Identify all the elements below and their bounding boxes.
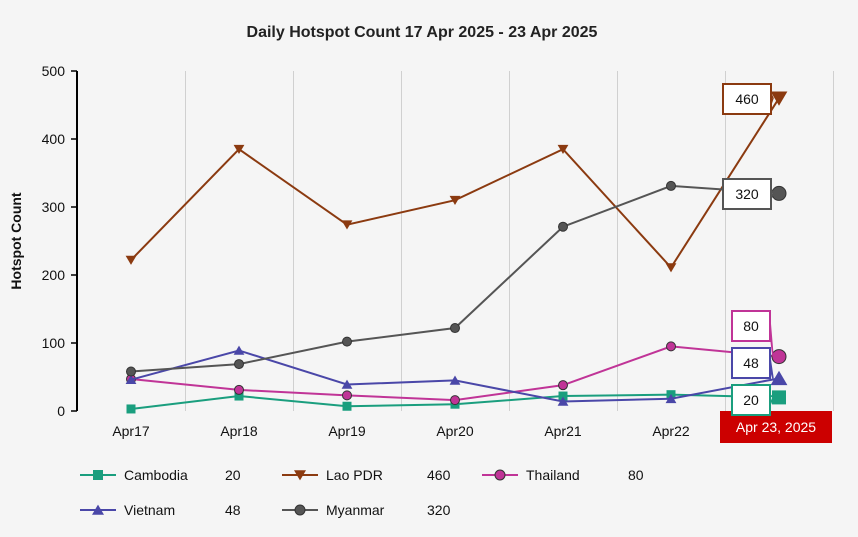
callout-box-thailand xyxy=(731,310,771,342)
data-label-myanmar: 320 xyxy=(735,186,759,202)
legend-item-myanmar[interactable]: Myanmar 320 xyxy=(282,502,451,518)
legend-item-cambodia[interactable]: Cambodia 20 xyxy=(80,467,241,483)
data-point-cambodia xyxy=(234,391,244,401)
y-tick-label: 0 xyxy=(57,403,65,419)
x-tick-label: Apr 23, 2025 xyxy=(736,419,816,435)
data-point-myanmar xyxy=(450,323,460,334)
legend-value: 80 xyxy=(628,467,644,483)
data-point-myanmar xyxy=(771,185,787,201)
data-point-thailand xyxy=(234,384,244,395)
x-tick-label: Apr19 xyxy=(328,423,366,439)
callout-box-lao-pdr xyxy=(722,83,772,115)
value-callouts: 20 460 80 48 320 xyxy=(722,83,774,416)
callout-box-myanmar xyxy=(722,178,772,210)
axes: 0 100 200 300 400 500 Apr17 Apr18 Apr19 Apr20 Apr2… xyxy=(42,63,832,443)
series-line-thailand xyxy=(130,345,780,402)
data-label-lao-pdr: 460 xyxy=(735,91,759,107)
data-point-vietnam xyxy=(341,379,353,389)
legend-value: 48 xyxy=(225,502,241,518)
legend-item-lao-pdr[interactable]: Lao PDR 460 xyxy=(282,467,451,483)
y-axis-label: Hotspot Count xyxy=(8,192,24,290)
legend-item-vietnam[interactable]: Vietnam 48 xyxy=(80,502,241,518)
legend-item-thailand[interactable]: Thailand 80 xyxy=(482,467,644,483)
data-point-vietnam xyxy=(665,393,677,404)
legend-value: 320 xyxy=(427,502,451,518)
data-point-lao-pdr xyxy=(665,263,677,273)
data-point-thailand xyxy=(666,341,676,352)
series-line-lao-pdr xyxy=(130,97,780,270)
legend-value: 20 xyxy=(225,467,241,483)
data-point-vietnam xyxy=(233,345,245,355)
data-point-vietnam xyxy=(770,370,788,386)
data-point-thailand xyxy=(342,390,352,401)
y-tick-label: 300 xyxy=(42,199,66,215)
legend-label: Thailand xyxy=(526,467,580,483)
x-tick-label: Apr17 xyxy=(112,423,150,439)
data-label-vietnam: 48 xyxy=(743,355,759,371)
data-point-cambodia xyxy=(558,391,568,401)
x-tick-label: Apr22 xyxy=(652,423,690,439)
data-point-lao-pdr xyxy=(233,144,245,155)
legend-label: Myanmar xyxy=(326,502,385,518)
chart-title: Daily Hotspot Count 17 Apr 2025 - 23 Apr… xyxy=(247,24,598,41)
data-point-vietnam xyxy=(449,375,461,385)
data-point-myanmar xyxy=(558,221,568,232)
y-tick-label: 200 xyxy=(42,267,66,283)
x-tick-label: Apr21 xyxy=(544,423,582,439)
data-point-cambodia xyxy=(772,390,786,405)
legend-label: Vietnam xyxy=(124,502,175,518)
x-tick-highlight xyxy=(720,411,832,443)
legend: Cambodia 20 Lao PDR 460 Thailand 80 Vietnam 48 M… xyxy=(80,467,644,518)
data-point-lao-pdr xyxy=(125,255,137,265)
legend-label: Lao PDR xyxy=(326,467,383,483)
data-point-cambodia xyxy=(342,401,352,411)
legend-marker-icon xyxy=(93,470,103,480)
data-point-myanmar xyxy=(342,336,352,347)
series-lines xyxy=(125,91,788,414)
data-point-vietnam xyxy=(557,396,569,406)
series-line-myanmar xyxy=(130,184,780,373)
grid-lines xyxy=(185,71,834,411)
legend-marker-icon xyxy=(294,504,306,516)
data-point-myanmar xyxy=(234,359,244,370)
data-point-lao-pdr xyxy=(341,220,353,230)
data-point-vietnam xyxy=(125,374,137,385)
legend-marker-icon xyxy=(294,470,306,481)
y-tick-label: 100 xyxy=(42,335,66,351)
y-tick-label: 400 xyxy=(42,131,66,147)
data-point-lao-pdr xyxy=(557,144,569,155)
data-point-thailand xyxy=(558,380,568,391)
legend-label: Cambodia xyxy=(124,467,188,483)
data-point-thailand xyxy=(450,395,460,406)
y-tick-label: 500 xyxy=(42,63,66,79)
data-point-lao-pdr xyxy=(449,195,461,206)
data-point-myanmar xyxy=(126,366,136,377)
x-tick-label: Apr20 xyxy=(436,423,474,439)
legend-marker-icon xyxy=(494,469,506,481)
x-tick-label: Apr18 xyxy=(220,423,258,439)
data-point-cambodia xyxy=(126,404,136,414)
data-point-thailand xyxy=(771,349,787,365)
legend-marker-icon xyxy=(92,504,104,515)
data-point-lao-pdr xyxy=(770,91,788,106)
legend-value: 460 xyxy=(427,467,451,483)
callout-box-vietnam xyxy=(731,347,771,379)
callout-box-cambodia xyxy=(731,384,771,416)
data-point-myanmar xyxy=(666,180,676,191)
data-label-cambodia: 20 xyxy=(743,392,759,408)
data-label-thailand: 80 xyxy=(743,318,759,334)
